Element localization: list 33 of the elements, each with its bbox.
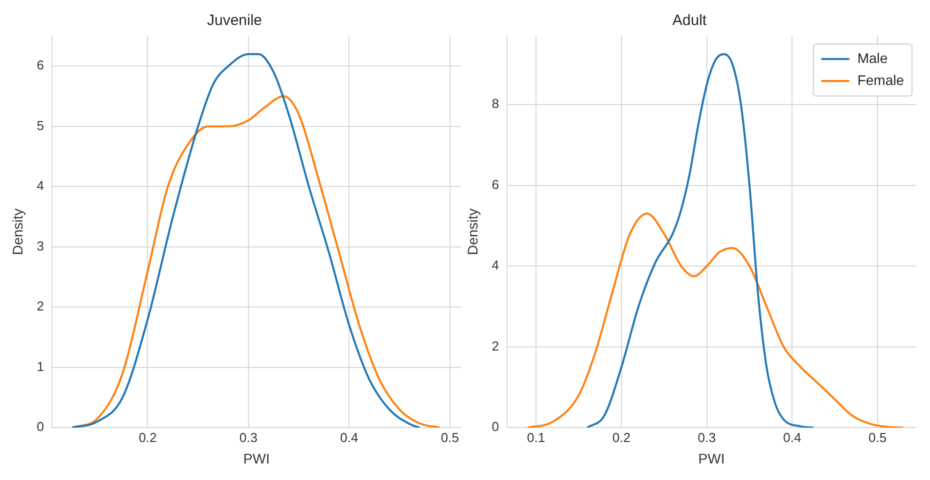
x-tick-label: 0.5 [868, 430, 887, 445]
x-tick-label: 0.4 [783, 430, 802, 445]
x-axis-title: PWI [243, 450, 270, 466]
chart-title: Juvenile [206, 12, 262, 30]
y-tick-label: 1 [36, 358, 44, 374]
y-tick-label: 4 [36, 178, 44, 194]
legend-label: Female [857, 72, 904, 88]
legend-label: Male [857, 50, 888, 66]
y-tick-label: 3 [36, 238, 44, 254]
y-tick-label: 2 [36, 298, 44, 314]
line-series [586, 53, 815, 428]
y-tick-label: 6 [36, 58, 44, 73]
chart-title: Adult [672, 12, 708, 30]
line-series [526, 212, 904, 428]
y-tick-label: 6 [492, 176, 500, 192]
x-tick-label: 0.3 [239, 430, 258, 445]
y-tick-label: 0 [492, 419, 500, 434]
line-series [71, 53, 421, 428]
y-tick-label: 0 [36, 419, 44, 434]
y-tick-label: 8 [492, 96, 500, 112]
x-tick-label: 0.3 [698, 430, 716, 445]
y-tick-label: 2 [492, 338, 500, 354]
x-tick-label: 0.2 [138, 430, 157, 445]
x-tick-label: 0.5 [440, 430, 459, 445]
y-tick-label: 5 [36, 118, 44, 133]
y-tick-label: 4 [492, 258, 500, 273]
line-series [71, 95, 441, 428]
x-tick-label: 0.2 [612, 430, 630, 445]
y-axis-title: Density [464, 208, 480, 256]
x-tick-label: 0.4 [340, 430, 358, 445]
y-axis-title: Density [9, 208, 26, 256]
x-tick-label: 0.1 [527, 430, 546, 445]
x-axis-title: PWI [698, 450, 725, 466]
